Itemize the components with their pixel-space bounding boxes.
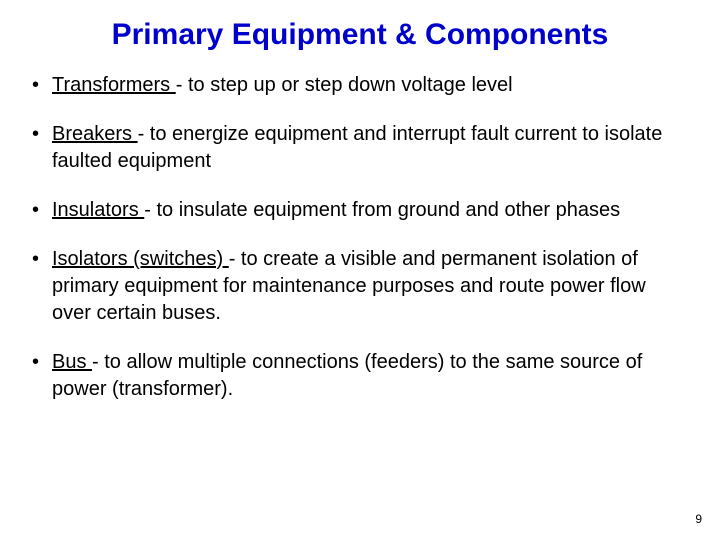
bullet-list: Transformers - to step up or step down v… (30, 72, 690, 403)
term-desc: - to insulate equipment from ground and … (144, 199, 620, 221)
term-label: Breakers (52, 123, 138, 145)
list-item: Breakers - to energize equipment and int… (30, 121, 690, 175)
list-item: Insulators - to insulate equipment from … (30, 197, 690, 224)
term-label: Insulators (52, 199, 144, 221)
list-item: Isolators (switches) - to create a visib… (30, 246, 690, 327)
term-label: Isolators (switches) (52, 248, 229, 270)
page-number: 9 (695, 512, 702, 526)
list-item: Bus - to allow multiple connections (fee… (30, 349, 690, 403)
term-desc: - to energize equipment and interrupt fa… (52, 123, 662, 172)
term-label: Transformers (52, 74, 176, 96)
slide: Primary Equipment & Components Transform… (0, 0, 720, 540)
slide-title: Primary Equipment & Components (30, 18, 690, 52)
term-desc: - to step up or step down voltage level (176, 74, 513, 96)
term-desc: - to allow multiple connections (feeders… (52, 351, 642, 400)
term-label: Bus (52, 351, 92, 373)
list-item: Transformers - to step up or step down v… (30, 72, 690, 99)
